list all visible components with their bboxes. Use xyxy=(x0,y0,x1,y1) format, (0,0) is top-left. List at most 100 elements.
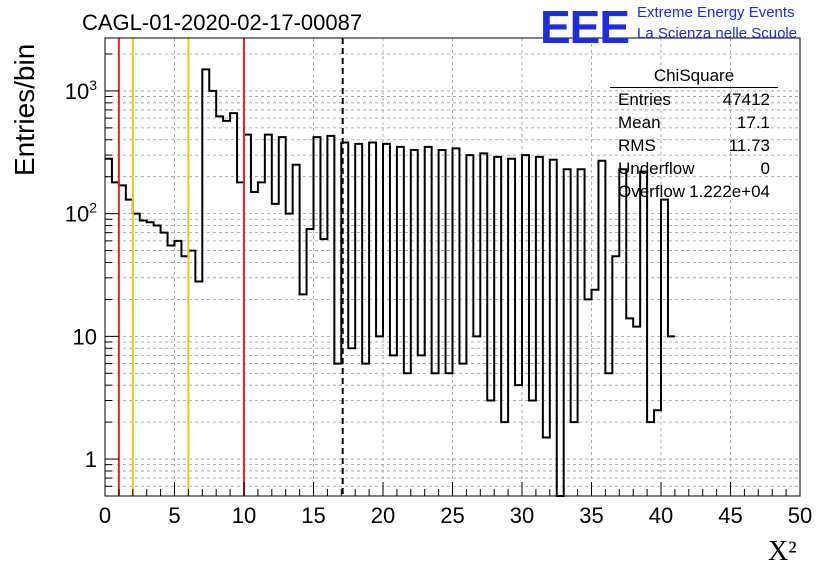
stats-value: 47412 xyxy=(722,90,770,109)
histogram-bin xyxy=(550,160,557,496)
histogram-bin xyxy=(168,246,175,496)
histogram-series xyxy=(105,68,675,497)
histogram-bin xyxy=(439,150,446,496)
histogram-bin xyxy=(397,147,404,496)
x-tick-label: 40 xyxy=(649,503,673,528)
x-tick-label: 30 xyxy=(510,503,534,528)
histogram-bin xyxy=(133,214,140,496)
x-tick-label: 15 xyxy=(301,503,325,528)
histogram-bin xyxy=(501,422,508,496)
stats-row: Mean 17.1 xyxy=(610,111,778,134)
histogram-bin xyxy=(626,318,633,496)
stats-value: 0 xyxy=(760,159,770,178)
histogram-bin xyxy=(480,153,487,496)
histogram-bin xyxy=(230,113,237,496)
stats-label: Entries xyxy=(618,90,671,109)
x-tick-label: 20 xyxy=(371,503,395,528)
histogram-bin xyxy=(237,182,244,496)
histogram-bin xyxy=(279,137,286,496)
logo-subtitle-1: Extreme Energy Events xyxy=(637,4,795,21)
histogram-bin xyxy=(494,157,501,496)
histogram-bin xyxy=(112,182,119,496)
histogram-line xyxy=(105,68,675,497)
histogram-bin xyxy=(536,157,543,496)
stats-label: Overflow xyxy=(618,182,686,201)
histogram-bin xyxy=(425,147,432,496)
histogram-bin xyxy=(564,169,571,496)
x-tick-label: 10 xyxy=(232,503,256,528)
histogram-bin xyxy=(265,135,272,496)
histogram-bin xyxy=(154,226,161,496)
histogram-bin xyxy=(147,222,154,496)
histogram-bin xyxy=(362,364,369,496)
histogram-bin xyxy=(383,144,390,496)
y-axis-label: Entries/bin xyxy=(9,43,40,176)
histogram-bin xyxy=(216,116,223,496)
histogram-bin xyxy=(327,136,334,496)
stats-value: 11.73 xyxy=(728,136,770,155)
histogram-bin xyxy=(668,336,675,496)
axes: 0 5 10 15 20 25 30 35 40 45 50 1 10 102 103 xyxy=(65,53,812,528)
histogram-bin xyxy=(619,169,626,496)
histogram-bin xyxy=(348,348,355,496)
histogram-bin xyxy=(188,251,195,496)
histogram-bin xyxy=(592,290,599,496)
histogram-bin xyxy=(293,165,300,496)
eee-logo: EEE xyxy=(540,1,630,53)
x-tick-label: 25 xyxy=(440,503,464,528)
histogram-bin xyxy=(244,135,251,496)
histogram-bin xyxy=(459,364,466,496)
histogram-bin xyxy=(633,327,640,496)
histogram-bin xyxy=(300,294,307,496)
histogram-bin xyxy=(418,355,425,496)
logo-subtitle-2: La Scienza nelle Scuole xyxy=(637,25,798,42)
histogram-bin xyxy=(272,204,279,496)
histogram-bin xyxy=(195,281,202,496)
y-tick-label: 10 xyxy=(73,324,97,349)
y-tick-label: 1 xyxy=(85,447,97,472)
histogram-bin xyxy=(404,373,411,496)
histogram-bin xyxy=(286,214,293,496)
histogram-bin xyxy=(369,142,376,496)
histogram-bin xyxy=(126,200,133,496)
histogram-bin xyxy=(654,410,661,496)
stats-row: Underflow 0 xyxy=(610,157,778,180)
histogram-bin xyxy=(571,422,578,496)
histogram-bin xyxy=(307,229,314,496)
stats-row: RMS 11.73 xyxy=(610,134,778,157)
histogram-bin xyxy=(161,233,168,496)
histogram-bin xyxy=(320,239,327,496)
x-tick-label: 0 xyxy=(99,503,111,528)
histogram-bin xyxy=(585,299,592,496)
histogram-bin xyxy=(661,200,668,496)
histogram-bin xyxy=(411,150,418,496)
x-axis-label: X² xyxy=(768,536,797,567)
histogram-bin xyxy=(466,155,473,496)
histogram-bin xyxy=(640,172,647,496)
histogram-bin xyxy=(209,91,216,496)
y-tick-label: 102 xyxy=(65,200,97,227)
stats-row: Overflow 1.222e+04 xyxy=(610,180,778,203)
histogram-bin xyxy=(522,155,529,496)
histogram-bin xyxy=(119,185,126,496)
histogram-bin xyxy=(314,137,321,496)
histogram-bin xyxy=(334,364,341,496)
histogram-bin xyxy=(446,373,453,496)
stats-title: ChiSquare xyxy=(610,66,778,88)
histogram-bin xyxy=(202,69,209,496)
histogram-bin xyxy=(376,336,383,496)
histogram-bin xyxy=(181,256,188,496)
x-tick-label: 5 xyxy=(168,503,180,528)
reference-lines xyxy=(117,38,344,496)
histogram-bin xyxy=(529,401,536,496)
histogram-bin xyxy=(473,336,480,496)
histogram-bin xyxy=(515,385,522,496)
histogram-bin xyxy=(355,144,362,496)
histogram-bin xyxy=(647,422,654,496)
stats-label: Mean xyxy=(618,113,661,132)
stats-value: 17.1 xyxy=(736,113,770,132)
histogram-bin xyxy=(612,256,619,496)
histogram-bin xyxy=(251,192,258,496)
histogram-bin xyxy=(390,355,397,496)
